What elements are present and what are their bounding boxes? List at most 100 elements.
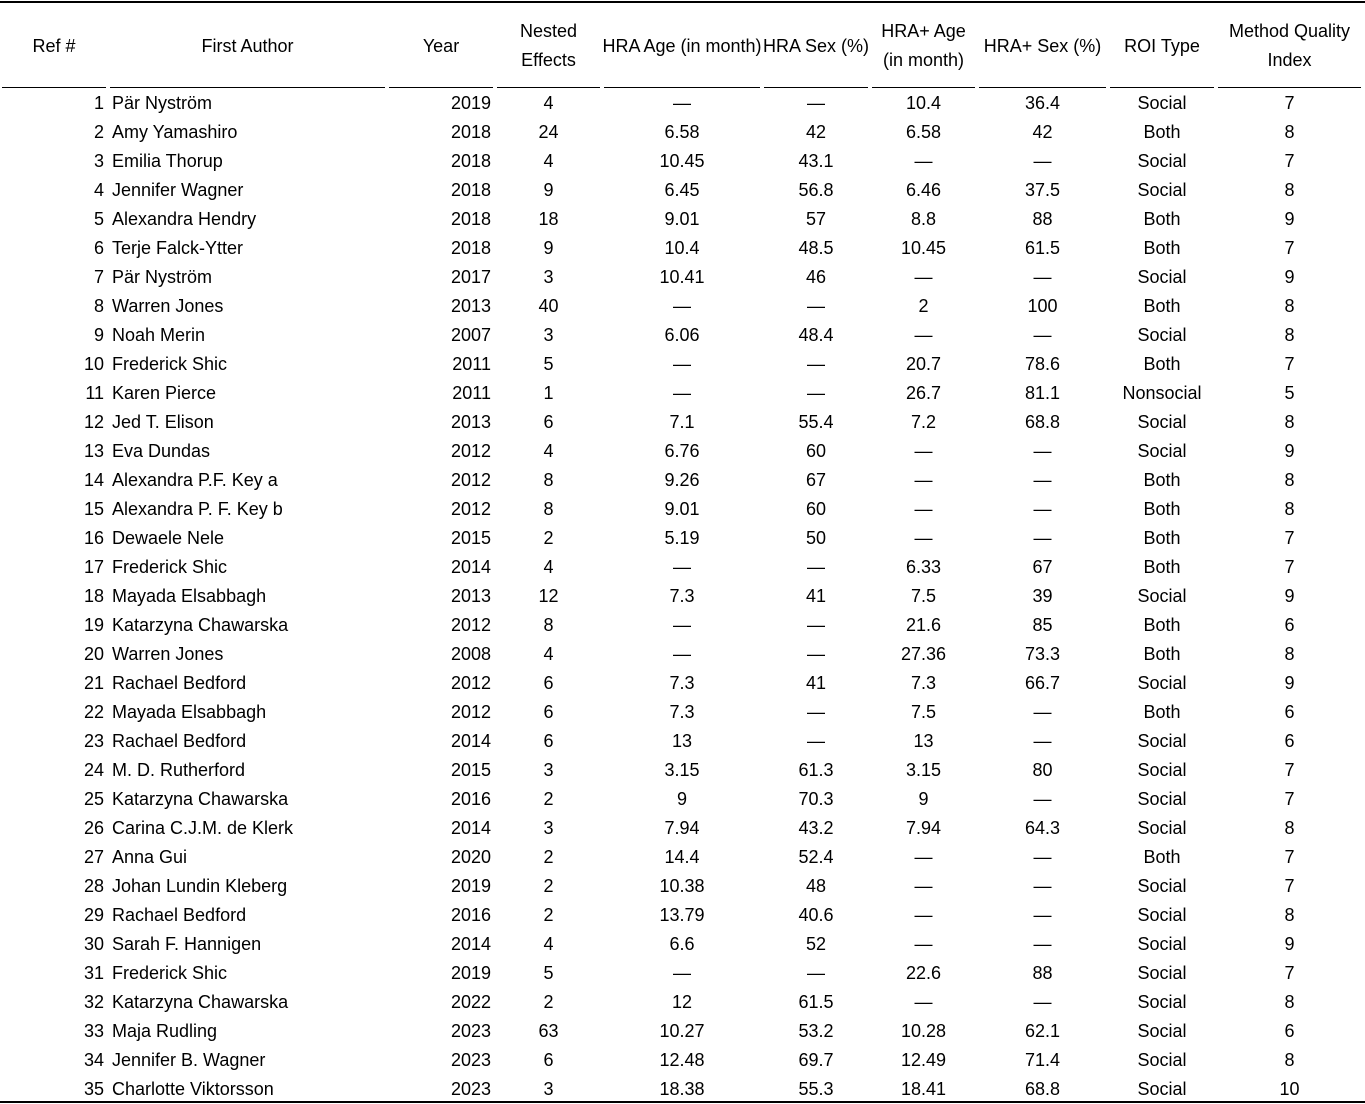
table-cell: 3 xyxy=(543,1079,554,1099)
table-cell: 7 xyxy=(1284,789,1295,809)
table-cell: 13 xyxy=(671,731,693,751)
table-cell: 2014 xyxy=(450,557,491,577)
table-cell: 57 xyxy=(805,209,827,229)
table-cell: 2012 xyxy=(450,673,491,693)
table-cell: 8 xyxy=(543,499,554,519)
table-cell: 6.33 xyxy=(905,557,942,577)
table-cell: Social xyxy=(1137,731,1187,751)
table-cell: 62.1 xyxy=(1024,1021,1061,1041)
table-cell: 8 xyxy=(543,470,554,490)
table-cell: 2022 xyxy=(450,992,491,1012)
table-cell: 21.6 xyxy=(905,615,942,635)
table-cell: 8 xyxy=(1284,180,1295,200)
header-rule xyxy=(1110,87,1214,88)
table-cell: 56.8 xyxy=(798,180,834,200)
table-cell: Jed T. Elison xyxy=(112,412,214,432)
table-cell: 53.2 xyxy=(798,1021,834,1041)
table-cell: Both xyxy=(1143,470,1181,490)
table-cell: 7 xyxy=(1284,557,1295,577)
table-cell: 36.4 xyxy=(1024,93,1061,113)
table-cell: Anna Gui xyxy=(112,847,188,867)
table-cell: 3 xyxy=(93,151,104,171)
column-header: HRA+ Age (in month) xyxy=(881,21,966,70)
table-cell: 31 xyxy=(83,963,104,983)
table-cell: 18 xyxy=(538,209,559,229)
table-cell: 12 xyxy=(83,412,104,432)
table-cell: 9 xyxy=(1284,586,1295,606)
table-cell: Nonsocial xyxy=(1122,383,1202,403)
table-cell: 8 xyxy=(93,296,104,316)
table-cell: — xyxy=(673,383,691,403)
table-cell: 69.7 xyxy=(798,1050,834,1070)
table-cell: 7.3 xyxy=(669,586,695,606)
table-cell: 8 xyxy=(543,615,554,635)
table-cell: — xyxy=(807,963,825,983)
table-cell: Johan Lundin Kleberg xyxy=(112,876,288,896)
table-cell: Social xyxy=(1137,586,1187,606)
table-cell: Rachael Bedford xyxy=(112,731,247,751)
table-cell: — xyxy=(914,470,933,490)
table-cell: 7.94 xyxy=(905,818,942,838)
table-cell: Both xyxy=(1143,528,1181,548)
table-cell: 2012 xyxy=(450,702,491,722)
table-cell: 32 xyxy=(83,992,104,1012)
table-cell: — xyxy=(914,325,933,345)
table-cell: 2018 xyxy=(450,238,491,258)
table-cell: 7.2 xyxy=(910,412,937,432)
table-cell: 4 xyxy=(543,441,554,461)
table-cell: Both xyxy=(1143,122,1181,142)
table-cell: 41 xyxy=(805,673,827,693)
table-cell: Rachael Bedford xyxy=(112,905,247,925)
table-cell: — xyxy=(1033,934,1052,954)
table-cell: 5 xyxy=(1284,383,1295,403)
table-cell: 2017 xyxy=(450,267,491,287)
table-cell: 5 xyxy=(543,354,554,374)
table-cell: 14.4 xyxy=(664,847,700,867)
table-cell: Warren Jones xyxy=(112,644,224,664)
table-cell: 6.45 xyxy=(664,180,700,200)
table-cell: 48.5 xyxy=(798,238,834,258)
table-cell: 10.4 xyxy=(905,93,942,113)
table-cell: — xyxy=(673,963,691,983)
table-cell: Both xyxy=(1143,702,1181,722)
table-cell: 60 xyxy=(805,499,827,519)
table-cell: 7.5 xyxy=(910,702,937,722)
table-cell: Both xyxy=(1143,644,1181,664)
table-cell: Alexandra P. F. Key b xyxy=(112,499,283,519)
table-cell: 6.06 xyxy=(664,325,700,345)
header-rule xyxy=(497,87,600,88)
table-cell: Alexandra Hendry xyxy=(112,209,257,229)
table-cell: — xyxy=(673,615,691,635)
table-cell: 10.45 xyxy=(900,238,947,258)
table-cell: — xyxy=(1033,528,1052,548)
header-rule xyxy=(604,87,760,88)
table-cell: 35 xyxy=(83,1079,104,1099)
table-cell: Social xyxy=(1137,325,1187,345)
header-rule xyxy=(2,87,106,88)
table-cell: 8 xyxy=(1284,1050,1295,1070)
table-cell: Social xyxy=(1137,934,1187,954)
table-cell: 27.36 xyxy=(900,644,947,664)
table-cell: 7 xyxy=(1284,93,1295,113)
table-cell: 8.8 xyxy=(910,209,937,229)
table-cell: 9 xyxy=(93,325,104,345)
table-cell: 7 xyxy=(93,267,104,287)
table-cell: 2 xyxy=(543,528,554,548)
table-cell: 78.6 xyxy=(1024,354,1061,374)
table-cell: 9 xyxy=(676,789,687,809)
table-cell: — xyxy=(673,354,691,374)
table-cell: Social xyxy=(1137,818,1187,838)
table-cell: — xyxy=(807,557,825,577)
table-cell: 12.49 xyxy=(900,1050,947,1070)
table-cell: 2023 xyxy=(450,1021,491,1041)
table-cell: 88 xyxy=(1032,963,1053,983)
table-cell: 7 xyxy=(1284,528,1295,548)
table-cell: 70.3 xyxy=(798,789,834,809)
table-cell: Frederick Shic xyxy=(112,354,228,374)
table-cell: 9 xyxy=(1284,673,1295,693)
column-header: First Author xyxy=(201,35,294,56)
table-cell: 4 xyxy=(543,151,554,171)
table-cell: — xyxy=(914,934,933,954)
table-cell: 67 xyxy=(805,470,827,490)
